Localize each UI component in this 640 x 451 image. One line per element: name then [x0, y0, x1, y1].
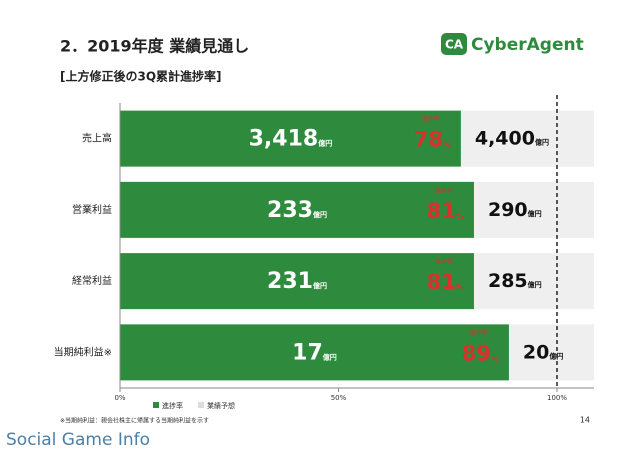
legend-label: 進捗率: [162, 401, 183, 410]
rate-caption: 進捗率: [422, 115, 440, 123]
category-label: 経常利益: [72, 274, 112, 287]
forecast-unit: 億円: [528, 209, 542, 218]
logo-badge-text: CA: [445, 38, 464, 52]
rate-value: 81: [427, 199, 456, 223]
forecast-unit: 億円: [528, 280, 542, 289]
forecast-value: 20: [523, 341, 549, 363]
x-tick-label: 50%: [331, 394, 347, 402]
amount-unit: 億円: [313, 210, 327, 219]
logo-badge: [441, 33, 467, 55]
chart-title: 2．2019年度 業績見通し: [60, 37, 249, 56]
legend-swatch: [153, 402, 159, 408]
page-number: 14: [580, 416, 590, 425]
footnote: ※当期純利益：親会社株主に帰属する当期純利益を示す: [60, 417, 209, 425]
amount-value: 3,418: [249, 127, 319, 152]
rate-caption: 進捗率: [435, 186, 453, 194]
forecast-label: 290億円: [488, 198, 542, 220]
amount-value: 17: [292, 340, 323, 365]
logo-mark: CA: [441, 33, 467, 55]
amount-label: 17億円: [292, 340, 337, 365]
amount-unit: 億円: [323, 352, 337, 361]
amount-unit: 億円: [318, 139, 332, 148]
x-tick-label: 100%: [547, 394, 567, 402]
category-label: 営業利益: [72, 203, 112, 216]
forecast-value: 285: [488, 270, 528, 292]
forecast-value: 290: [488, 198, 528, 220]
watermark: Social Game Info: [6, 430, 150, 450]
progress-bar: [120, 181, 474, 238]
rate-label: 81%: [427, 270, 464, 294]
rate-caption: 進捗率: [435, 258, 453, 266]
forecast-value: 4,400: [475, 127, 535, 149]
x-tick-label: 0%: [114, 394, 125, 402]
amount-value: 233: [267, 198, 313, 223]
rate-label: 89%: [462, 341, 499, 365]
amount-label: 233億円: [267, 198, 327, 223]
rate-unit: %: [443, 140, 451, 149]
rate-caption: 進捗率: [470, 329, 488, 337]
progress-bar: [120, 253, 474, 310]
amount-unit: 億円: [313, 281, 327, 290]
progress-bar: [120, 324, 509, 381]
amount-value: 231: [267, 269, 313, 294]
rate-unit: %: [456, 283, 464, 292]
rate-label: 81%: [427, 199, 464, 223]
forecast-label: 4,400億円: [475, 127, 549, 149]
rate-value: 78: [414, 128, 443, 152]
subtitle: [上方修正後の3Q累計進捗率]: [60, 69, 222, 84]
legend-label: 業績予想: [207, 401, 235, 410]
amount-label: 231億円: [267, 269, 327, 294]
category-label: 売上高: [82, 132, 112, 145]
forecast-label: 285億円: [488, 270, 542, 292]
rate-value: 89: [462, 341, 491, 365]
logo: CyberAgent: [471, 35, 584, 55]
rate-unit: %: [456, 211, 464, 220]
rate-unit: %: [491, 354, 499, 363]
forecast-unit: 億円: [535, 138, 549, 147]
category-label: 当期純利益※: [54, 345, 112, 358]
rate-value: 81: [427, 270, 456, 294]
legend-swatch: [198, 402, 204, 408]
amount-label: 3,418億円: [249, 127, 333, 152]
progress-bar: [120, 110, 461, 167]
rate-label: 78%: [414, 128, 451, 152]
